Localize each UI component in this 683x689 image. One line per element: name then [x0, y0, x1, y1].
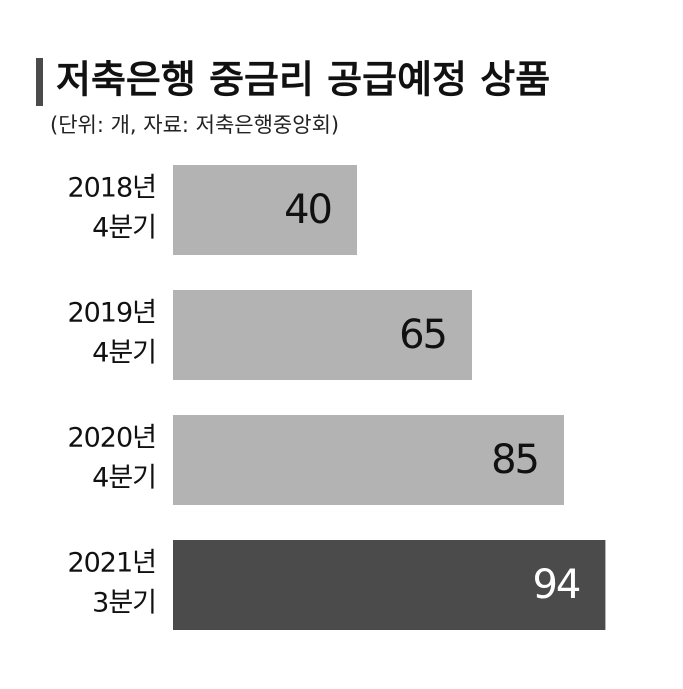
value-label: 85: [491, 437, 538, 483]
value-label: 65: [399, 312, 446, 358]
category-label: 4분기: [92, 463, 156, 494]
bar: [173, 290, 472, 380]
category-label: 4분기: [92, 213, 156, 244]
chart-subtitle: (단위: 개, 자료: 저축은행중앙회): [50, 113, 339, 137]
category-label: 2019년: [67, 298, 156, 329]
value-label: 94: [532, 562, 579, 608]
category-label: 3분기: [92, 588, 156, 619]
value-label: 40: [284, 187, 331, 233]
bar: [173, 540, 606, 630]
category-label: 2020년: [67, 423, 156, 454]
bar: [173, 165, 357, 255]
bar: [173, 415, 564, 505]
category-label: 2018년: [67, 173, 156, 204]
chart-title: 저축은행 중금리 공급예정 상품: [56, 58, 550, 102]
category-label: 4분기: [92, 338, 156, 369]
category-label: 2021년: [67, 548, 156, 579]
title-marker: [36, 58, 43, 106]
